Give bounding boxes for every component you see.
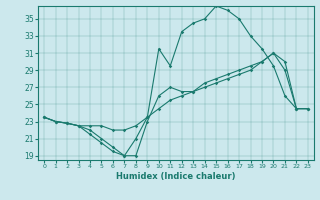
X-axis label: Humidex (Indice chaleur): Humidex (Indice chaleur) (116, 172, 236, 181)
